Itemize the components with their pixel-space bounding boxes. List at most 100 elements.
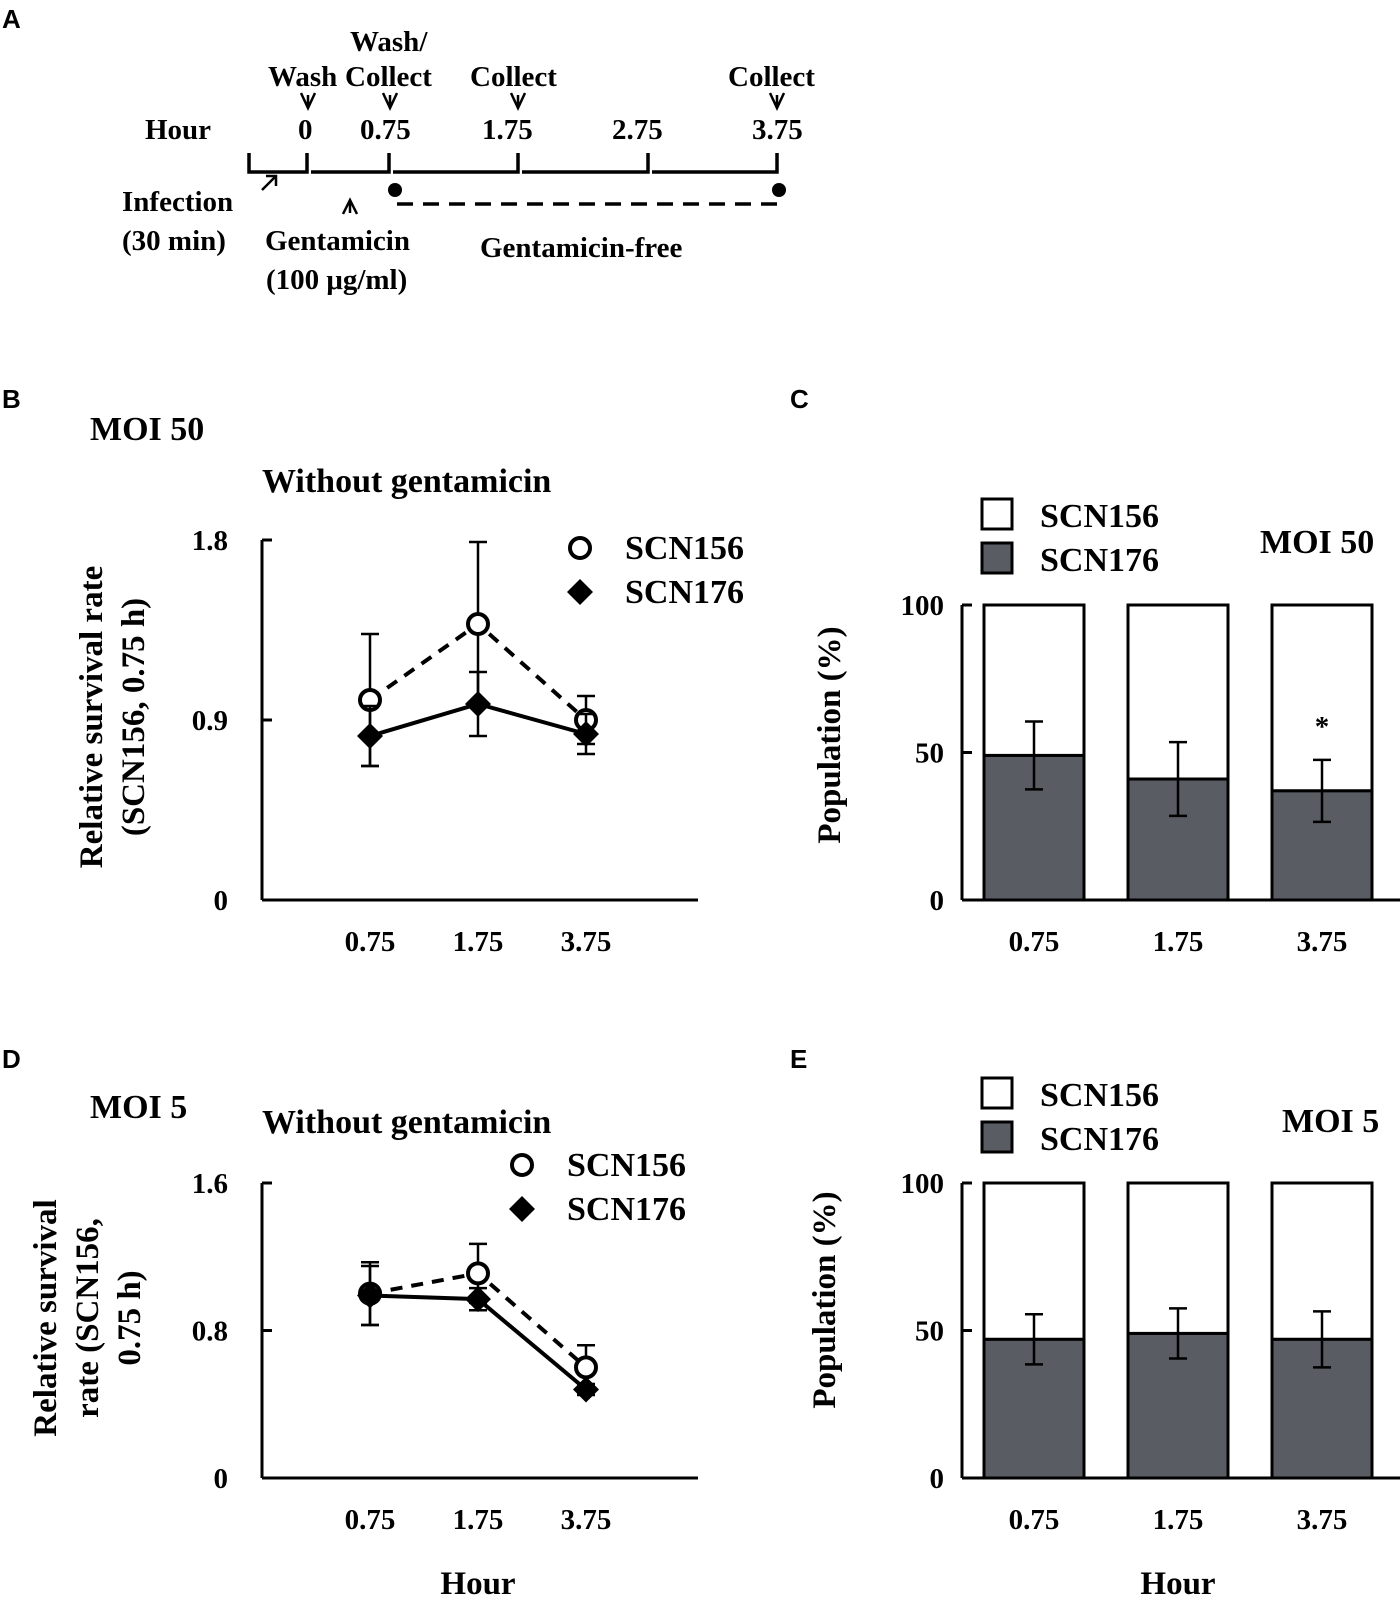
x-tick-label: 3.75 — [561, 1504, 612, 1536]
wash-collect-label: Collect — [345, 61, 432, 93]
panel-letter-d: D — [2, 1044, 21, 1074]
hour-label: Hour — [145, 114, 211, 146]
collect-label-1: Collect — [470, 61, 557, 93]
x-tick-label: 1.75 — [1153, 1504, 1204, 1536]
legend-marker-scn176 — [509, 1196, 535, 1222]
wash-slash-label: Wash/ — [350, 26, 428, 58]
data-point-scn176 — [465, 691, 491, 717]
data-point-scn176 — [357, 723, 383, 749]
panel-d-xlabel: Hour — [440, 1566, 515, 1600]
panel-e-marks — [982, 1181, 1374, 1480]
legend-label-scn176: SCN176 — [1040, 542, 1159, 579]
legend-marker-scn156 — [568, 536, 592, 560]
y-tick-label: 0 — [214, 885, 229, 917]
x-tick-label: 3.75 — [1297, 1504, 1348, 1536]
gentamicin-free-label: Gentamicin-free — [480, 232, 683, 264]
panel-e-stacked-bar-chart: MOI 5 Population (%) Hour 0 50 100 0.75 1.75… — [807, 1076, 1400, 1600]
legend-label-scn156: SCN156 — [1040, 498, 1159, 535]
y-tick-label: 100 — [901, 1168, 945, 1200]
panel-c-ylabel: Population (%) — [812, 626, 848, 843]
legend-label-scn156: SCN156 — [625, 530, 744, 567]
panel-e-legend: SCN156 SCN176 — [980, 1076, 1159, 1158]
data-point-scn176 — [357, 1282, 383, 1309]
down-arrows — [299, 92, 786, 111]
legend-swatch-scn156 — [980, 1076, 1014, 1110]
legend-swatch-scn176 — [980, 1120, 1014, 1154]
legend-swatch-scn156 — [980, 497, 1014, 531]
panel-c-moi-label: MOI 50 — [1260, 524, 1374, 561]
panel-b-title: Without gentamicin — [262, 463, 551, 500]
y-tick-label: 0 — [930, 1463, 945, 1495]
down-arrow-icon — [381, 92, 399, 111]
x-tick-label: 0.75 — [1009, 926, 1060, 958]
gentamicin-concentration: (100 μg/ml) — [266, 264, 407, 296]
data-point-scn156 — [466, 612, 490, 636]
timeline-segment — [522, 153, 650, 174]
x-tick-label: 1.75 — [453, 1504, 504, 1536]
legend-swatch-scn176 — [980, 541, 1014, 575]
panel-b-axes: 0 0.9 1.8 0.75 1.75 3.75 — [192, 525, 698, 958]
infection-label: Infection — [122, 186, 233, 218]
panel-d-ylabel-line1: Relative survival — [28, 1199, 64, 1436]
panel-d-line-chart: MOI 5 Without gentamicin Relative surviv… — [28, 1089, 698, 1600]
data-point-scn176 — [465, 1286, 491, 1313]
y-tick-label: 0 — [930, 885, 945, 917]
y-tick-label: 0.8 — [192, 1316, 228, 1348]
legend-label-scn176: SCN176 — [567, 1191, 686, 1228]
timeline-segment — [247, 153, 309, 174]
down-arrow-icon — [768, 92, 786, 111]
panel-e-ylabel: Population (%) — [807, 1191, 843, 1408]
panel-d-title: Without gentamicin — [262, 1104, 551, 1141]
panel-d-legend: SCN156 SCN176 — [509, 1147, 686, 1228]
x-tick-label: 0.75 — [345, 926, 396, 958]
panel-d-ylabel-line2: rate (SCN156, — [70, 1218, 106, 1418]
panel-c-stacked-bar-chart: MOI 50 Population (%) 0 50 100 0.75 1.75 3.75… — [812, 497, 1400, 958]
collect-label-2: Collect — [728, 61, 815, 93]
legend-marker-scn156 — [510, 1153, 534, 1177]
panel-e-xlabel: Hour — [1140, 1566, 1215, 1600]
data-point-scn176 — [573, 1376, 599, 1403]
panel-b-ylabel-line1: Relative survival rate — [74, 566, 110, 868]
legend-label-scn176: SCN176 — [625, 574, 744, 611]
timeline-segment — [393, 153, 520, 174]
gentamicin-arrow-icon — [341, 197, 359, 215]
x-tick-label: 0.75 — [345, 1504, 396, 1536]
data-point-scn156 — [574, 1355, 598, 1380]
significance-asterisk: * — [1315, 711, 1330, 743]
infection-duration: (30 min) — [122, 225, 226, 257]
gentamicin-label: Gentamicin — [265, 225, 410, 257]
legend-marker-scn176 — [567, 579, 593, 605]
y-tick-label: 0.9 — [192, 705, 228, 737]
panel-c-legend: SCN156 SCN176 — [980, 497, 1159, 579]
timeline-segment — [652, 153, 779, 174]
down-arrow-icon — [509, 92, 527, 111]
panel-letter-e: E — [790, 1044, 807, 1074]
panel-b-marks — [357, 540, 599, 768]
infection-arrow-icon — [261, 174, 278, 191]
panel-b-moi-label: MOI 50 — [90, 411, 204, 448]
bar-segment-scn176 — [982, 1337, 1086, 1480]
panel-b-legend: SCN156 SCN176 — [567, 530, 744, 611]
panel-d-moi-label: MOI 5 — [90, 1089, 187, 1126]
data-point-scn176 — [573, 721, 599, 747]
panel-d-marks — [357, 1242, 599, 1403]
y-tick-label: 100 — [901, 590, 945, 622]
x-tick-label: 0.75 — [1009, 1504, 1060, 1536]
down-arrow-icon — [299, 92, 317, 111]
x-tick-label: 3.75 — [1297, 926, 1348, 958]
legend-label-scn156: SCN156 — [1040, 1077, 1159, 1114]
panel-c-marks: * — [982, 603, 1374, 902]
legend-label-scn156: SCN156 — [567, 1147, 686, 1184]
hour-tick-075: 0.75 — [360, 114, 411, 146]
timeline-segment — [311, 153, 391, 174]
y-tick-label: 50 — [915, 738, 944, 770]
panel-b-line-chart: MOI 50 Without gentamicin Relative survi… — [74, 411, 744, 958]
x-tick-label: 3.75 — [561, 926, 612, 958]
panel-b-ylabel-line2: (SCN156, 0.75 h) — [116, 598, 152, 836]
timeline-schematic: Wash Wash/ Collect Collect Collect Hour … — [122, 26, 815, 296]
legend-label-scn176: SCN176 — [1040, 1121, 1159, 1158]
y-tick-label: 50 — [915, 1316, 944, 1348]
start-dot-icon — [388, 183, 402, 197]
wash-label: Wash — [268, 61, 337, 93]
